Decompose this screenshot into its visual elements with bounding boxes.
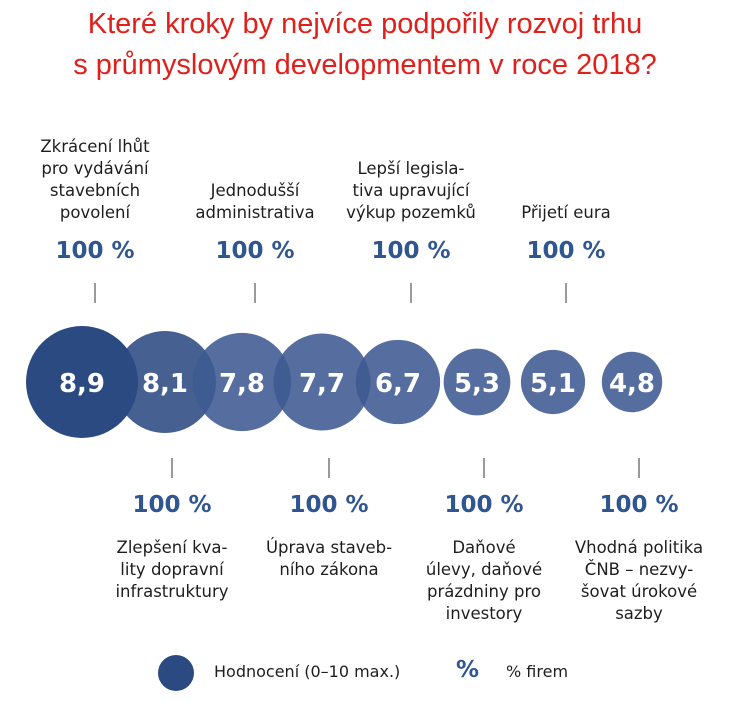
percent-5: 100 % xyxy=(371,238,451,264)
bubble-6 xyxy=(443,348,511,416)
category-label-5: Lepší legisla- tiva upravující výkup poz… xyxy=(346,159,476,222)
category-label-2: Zlepšení kva- lity dopravní infrastruktu… xyxy=(115,538,229,601)
bubble-8 xyxy=(601,351,663,413)
category-label-3: Jednodušší administrativa xyxy=(195,181,315,222)
bubble-value-2: 8,1 xyxy=(142,369,188,399)
bubble-value-5: 6,7 xyxy=(375,369,421,399)
category-label-1: Zkrácení lhůt pro vydávání stavebních po… xyxy=(40,137,150,222)
bubble-value-6: 5,3 xyxy=(454,369,500,399)
percent-7: 100 % xyxy=(526,238,606,264)
chart-title: Které kroky by nejvíce podpořily rozvoj … xyxy=(0,4,730,86)
category-label-8: Vhodná politika ČNB – nezvy- šovat úroko… xyxy=(574,538,704,623)
category-label-6: Daňové úlevy, daňové prázdniny pro inves… xyxy=(425,538,543,623)
bubble-4 xyxy=(273,333,371,431)
bubble-5 xyxy=(355,339,441,425)
legend-bubble-swatch xyxy=(158,655,194,691)
percent-2: 100 % xyxy=(132,492,212,518)
bubble-3 xyxy=(192,332,292,432)
percent-3: 100 % xyxy=(215,238,295,264)
percent-4: 100 % xyxy=(289,492,369,518)
bubble-value-7: 5,1 xyxy=(530,369,576,399)
legend-bubble-label: Hodnocení (0–10 max.) xyxy=(214,662,401,681)
bubble-2 xyxy=(114,331,216,433)
bubble-value-4: 7,7 xyxy=(299,369,345,399)
chart-title-line-2: s průmyslovým developmentem v roce 2018? xyxy=(73,49,657,81)
chart-title-line-1: Které kroky by nejvíce podpořily rozvoj … xyxy=(87,8,643,40)
legend-percent-label: % firem xyxy=(506,662,569,681)
category-label-4: Úprava staveb- ního zákona xyxy=(265,538,393,579)
percent-1: 100 % xyxy=(55,238,135,264)
legend-percent-symbol: % xyxy=(456,657,480,683)
bubble-value-1: 8,9 xyxy=(59,369,105,399)
bubble-7 xyxy=(520,349,586,415)
category-label-7: Přijetí eura xyxy=(521,203,611,222)
bubble-1 xyxy=(26,326,138,438)
bubble-value-8: 4,8 xyxy=(609,369,655,399)
bubble-value-3: 7,8 xyxy=(219,369,265,399)
percent-6: 100 % xyxy=(444,492,524,518)
percent-8: 100 % xyxy=(599,492,679,518)
